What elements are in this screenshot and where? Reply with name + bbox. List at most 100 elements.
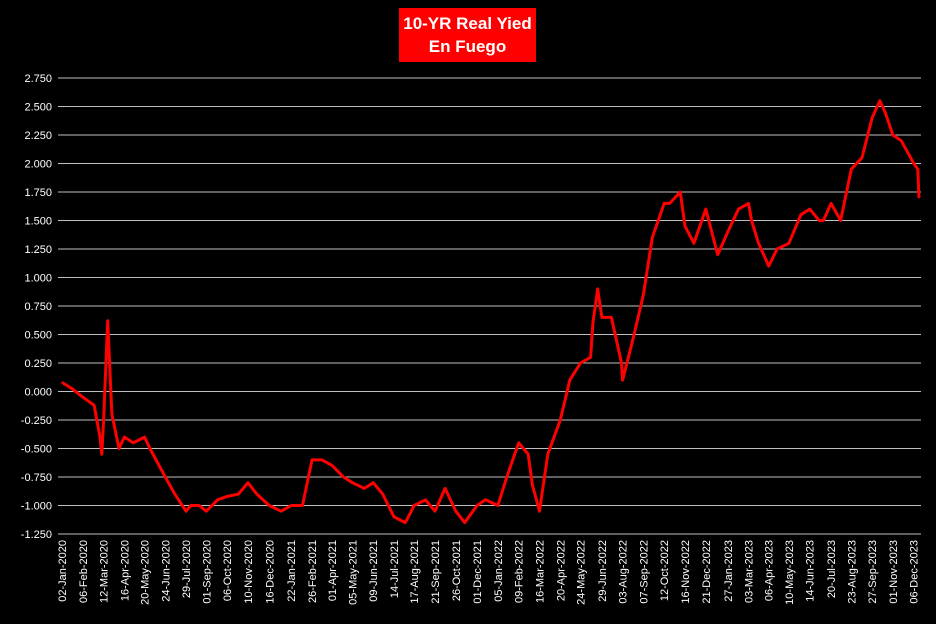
- data-point: [434, 510, 436, 512]
- y-tick-label: 0.250: [24, 358, 52, 370]
- data-point: [372, 481, 375, 484]
- data-point: [679, 191, 682, 193]
- data-point: [750, 219, 753, 222]
- x-tick-label: 17-Aug-2021: [409, 540, 421, 604]
- x-tick-label: 09-Jun-2021: [368, 540, 380, 602]
- x-tick-label: 01-Dec-2021: [472, 540, 484, 604]
- x-tick-label: 16-Dec-2020: [264, 540, 276, 604]
- data-point: [579, 362, 582, 364]
- data-point: [506, 476, 508, 478]
- y-tick-label: -0.500: [21, 444, 52, 456]
- data-point: [651, 236, 654, 239]
- data-point: [404, 521, 407, 524]
- data-point: [596, 288, 599, 290]
- x-tick-label: 16-Apr-2020: [119, 540, 131, 601]
- data-point: [705, 208, 707, 210]
- data-point: [190, 504, 192, 507]
- data-point: [268, 504, 271, 507]
- x-tick-label: 16-Nov-2022: [680, 540, 692, 604]
- data-point: [909, 157, 912, 159]
- data-point: [280, 510, 282, 512]
- data-point: [601, 316, 603, 319]
- data-point: [850, 168, 853, 170]
- data-point: [610, 316, 613, 319]
- x-tick-label: 06-Feb-2020: [78, 540, 90, 603]
- data-point: [538, 510, 541, 512]
- x-tick-label: 26-Feb-2021: [307, 540, 319, 603]
- data-point: [589, 356, 592, 359]
- x-tick-label: 29-Jul-2020: [181, 540, 193, 598]
- x-tick-label: 16-Mar-2022: [534, 540, 546, 603]
- data-point: [737, 208, 740, 210]
- data-point: [861, 157, 863, 159]
- data-point: [818, 219, 820, 222]
- x-tick-label: 29-Jun-2022: [597, 540, 609, 602]
- data-point: [918, 196, 920, 199]
- data-point: [531, 484, 534, 486]
- data-point: [363, 487, 366, 490]
- data-point: [82, 396, 84, 399]
- data-point: [424, 499, 427, 501]
- x-tick-label: 09-Feb-2022: [514, 540, 526, 603]
- data-point: [668, 202, 671, 205]
- x-tick-label: 06-Dec-2023: [909, 540, 921, 604]
- data-point: [290, 504, 293, 507]
- data-point: [884, 111, 886, 113]
- x-tick-label: 24-May-2022: [575, 540, 587, 605]
- data-point: [174, 493, 176, 495]
- data-point: [871, 117, 873, 119]
- data-point: [311, 459, 313, 461]
- data-point: [198, 504, 200, 507]
- data-point: [321, 459, 323, 461]
- data-point: [185, 510, 187, 512]
- x-tick-label: 27-Jan-2023: [723, 540, 735, 602]
- data-point: [800, 214, 802, 216]
- data-point: [727, 231, 729, 233]
- x-tick-label: 27-Sep-2023: [867, 540, 879, 604]
- y-tick-label: -0.250: [21, 415, 52, 427]
- data-point: [101, 453, 103, 456]
- data-point: [393, 516, 395, 518]
- data-point: [767, 265, 770, 267]
- data-point: [205, 510, 208, 512]
- data-point: [216, 499, 219, 501]
- data-point: [118, 447, 120, 450]
- x-tick-label: 26-Oct-2021: [451, 540, 463, 601]
- x-tick-label: 14-Jul-2021: [389, 540, 401, 598]
- data-point: [331, 464, 334, 467]
- x-tick-label: 01-Nov-2023: [888, 540, 900, 604]
- data-point: [879, 100, 881, 102]
- data-point: [716, 253, 719, 256]
- x-tick-label: 03-Mar-2023: [744, 540, 756, 603]
- x-tick-label: 05-Jan-2022: [493, 540, 505, 602]
- data-point: [517, 442, 520, 444]
- data-point: [569, 379, 571, 381]
- data-point: [484, 499, 487, 501]
- data-point: [247, 481, 249, 484]
- data-point: [99, 436, 101, 438]
- y-tick-label: 0.750: [24, 301, 52, 313]
- data-point: [839, 219, 842, 222]
- x-tick-label: 20-May-2020: [140, 540, 152, 605]
- x-tick-label: 24-Jun-2020: [160, 540, 172, 602]
- x-tick-label: 03-Aug-2022: [618, 540, 630, 604]
- data-point: [788, 242, 790, 245]
- data-point: [559, 419, 562, 421]
- data-point: [684, 225, 686, 227]
- data-point: [111, 413, 113, 416]
- data-point: [912, 162, 915, 165]
- y-tick-label: 2.000: [24, 159, 52, 171]
- data-point: [93, 404, 95, 407]
- data-point: [463, 521, 466, 524]
- chart-title: 10-YR Real Yied En Fuego: [399, 8, 536, 62]
- data-point: [527, 453, 529, 456]
- y-tick-label: 1.500: [24, 216, 52, 228]
- data-point: [226, 495, 228, 498]
- data-point: [301, 504, 304, 507]
- data-point: [342, 476, 345, 478]
- data-point: [830, 202, 832, 205]
- data-point: [102, 419, 105, 421]
- data-point: [71, 388, 74, 391]
- y-tick-label: 2.250: [24, 130, 52, 142]
